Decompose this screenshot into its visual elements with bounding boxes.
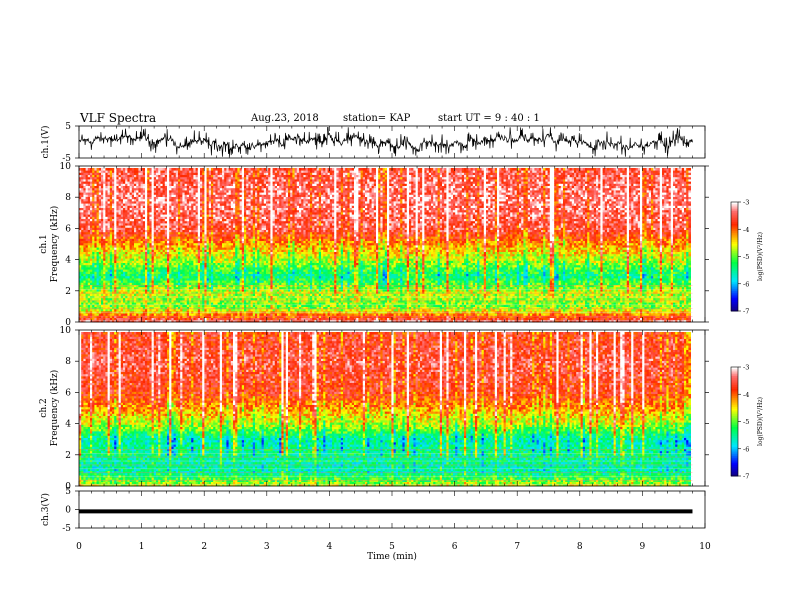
ch1-spectrogram-ytick-label: 8 [65, 193, 71, 203]
ch3-waveform-ytick-label: -5 [62, 524, 71, 534]
ch2-spectrogram-colorbar-tick-label: -4 [743, 391, 749, 399]
ch1-spectrogram-image [79, 168, 692, 322]
ch3-waveform-ytick-label: 5 [65, 487, 71, 497]
ch2-spectrogram-colorbar-label: log(PSD)(V²/Hz) [757, 397, 764, 446]
ch2-spectrogram-ytick-label: 8 [65, 357, 71, 367]
ch1-spectrogram-ylabel-channel: ch.1 [39, 234, 49, 253]
ch1-spectrogram-colorbar-tick-label: -7 [743, 308, 749, 316]
ch2-spectrogram-ytick-label: 4 [65, 420, 71, 430]
ch2-spectrogram-colorbar [731, 367, 738, 477]
ch1-spectrogram-colorbar-label: log(PSD)(V²/Hz) [757, 232, 764, 281]
x-tick-label: 3 [264, 542, 270, 552]
x-tick-label: 7 [514, 542, 520, 552]
x-tick-label: 10 [699, 542, 711, 552]
figure-canvas: 5-5ch.1(V)0246810ch.1 Frequency (kHz)-3-4… [0, 0, 792, 612]
x-tick-label: 4 [327, 542, 333, 552]
ch2-spectrogram-ytick-label: 6 [65, 388, 71, 398]
ch1-spectrogram-ylabel-frequency: Frequency (kHz) [49, 206, 60, 283]
x-axis-label: Time (min) [367, 551, 417, 562]
ch2-spectrogram-ytick-label: 2 [65, 451, 71, 461]
ch2-spectrogram-ytick-label: 10 [60, 326, 72, 336]
ch1-spectrogram-ytick-label: 6 [65, 224, 71, 234]
x-tick-label: 1 [139, 542, 145, 552]
ch2-spectrogram-colorbar-tick-label: -5 [743, 418, 749, 426]
ch1-spectrogram-colorbar-tick-label: -4 [743, 226, 749, 234]
x-tick-label: 0 [76, 542, 82, 552]
ch2-spectrogram-colorbar-tick-label: -6 [743, 445, 749, 453]
x-tick-label: 9 [640, 542, 646, 552]
x-tick-label: 5 [389, 542, 395, 552]
ch2-spectrogram-image [79, 332, 692, 486]
ch1-spectrogram-ytick-label: 10 [60, 162, 72, 172]
ch1-spectrogram-colorbar-tick-label: -6 [743, 280, 749, 288]
ch2-spectrogram-colorbar-tick-label: -3 [743, 364, 749, 372]
x-tick-label: 8 [577, 542, 583, 552]
ch1-spectrogram-colorbar-tick-label: -3 [743, 199, 749, 207]
x-tick-label: 6 [452, 542, 458, 552]
ch1-waveform-ytick-label: 5 [65, 122, 71, 132]
ch1-spectrogram-colorbar [731, 202, 738, 312]
x-tick-label: 2 [201, 542, 207, 552]
ch1-waveform-ylabel: ch.1(V) [40, 126, 51, 159]
ch1-waveform-trace [79, 127, 693, 156]
ch2-spectrogram-ylabel-channel: ch.2 [39, 398, 49, 417]
ch1-spectrogram-ytick-label: 2 [65, 287, 71, 297]
ch3-waveform-ylabel: ch.3(V) [40, 493, 51, 526]
ch2-spectrogram-ylabel-frequency: Frequency (kHz) [49, 370, 60, 447]
ch1-spectrogram-ytick-label: 4 [65, 256, 71, 266]
ch3-waveform-ytick-label: 0 [65, 506, 71, 516]
ch2-spectrogram-colorbar-tick-label: -7 [743, 473, 749, 481]
ch1-spectrogram-colorbar-tick-label: -5 [743, 253, 749, 261]
